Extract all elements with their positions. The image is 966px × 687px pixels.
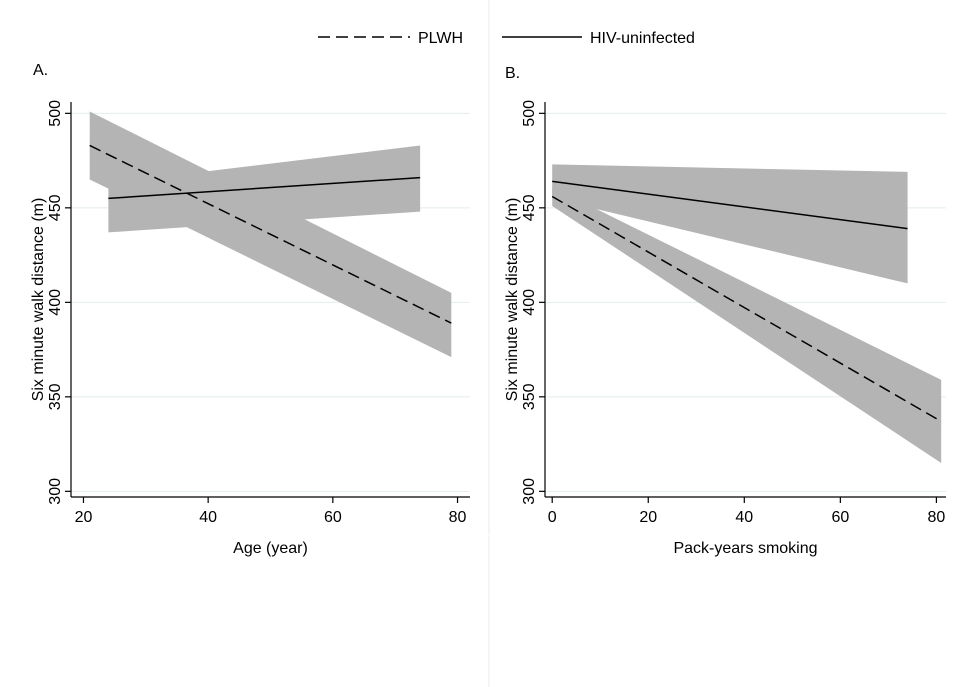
x-tick-label-0: 20	[75, 509, 93, 526]
series-line-plwh	[89, 144, 452, 324]
y-tick-label-3: 450	[47, 194, 64, 221]
x-tick-label-3: 80	[449, 509, 467, 526]
x-tick-label-3: 60	[831, 509, 849, 526]
y-tick-label-3: 450	[521, 194, 538, 221]
x-tick-label-0: 0	[548, 509, 557, 526]
ci-band-hiv-uninfected	[108, 145, 421, 233]
legend-label-hiv-uninfected: HIV-uninfected	[590, 30, 695, 47]
y-tick-label-0: 300	[47, 478, 64, 505]
y-tick-label-4: 500	[47, 100, 64, 127]
ci-band-plwh	[552, 187, 942, 463]
ci-band-hiv-uninfected	[552, 164, 908, 284]
y-tick-label-2: 400	[47, 289, 64, 316]
panel-label: B.	[505, 65, 520, 82]
y-tick-label-4: 500	[521, 100, 538, 127]
y-axis-label: Six minute walk distance (m)	[30, 198, 47, 402]
panel-label: A.	[33, 62, 48, 79]
series-line-plwh	[551, 195, 942, 423]
panel-b: 300 350 400 450 500 0 20 40 60 80 Pack-years smoki…	[504, 65, 946, 557]
legend-label-plwh: PLWH	[418, 30, 463, 47]
y-tick-label-0: 300	[521, 478, 538, 505]
legend: PLWH HIV-uninfected	[318, 30, 695, 47]
y-tick-label-2: 400	[521, 289, 538, 316]
x-tick-label-4: 80	[927, 509, 945, 526]
x-tick-label-2: 40	[735, 509, 753, 526]
y-tick-label-1: 350	[521, 383, 538, 410]
panel-a: 300 350 400 450 500 20 40 60 80 Age (year) Six min…	[30, 62, 470, 557]
series-line-hiv-uninfected	[108, 176, 421, 200]
x-axis-label: Pack-years smoking	[673, 540, 817, 557]
x-tick-label-1: 40	[199, 509, 217, 526]
y-tick-label-1: 350	[47, 383, 64, 410]
x-axis-label: Age (year)	[233, 540, 308, 557]
y-axis-label: Six minute walk distance (m)	[504, 198, 521, 402]
x-tick-label-2: 60	[324, 509, 342, 526]
x-tick-label-1: 20	[639, 509, 657, 526]
series-line-hiv-uninfected	[552, 180, 908, 230]
